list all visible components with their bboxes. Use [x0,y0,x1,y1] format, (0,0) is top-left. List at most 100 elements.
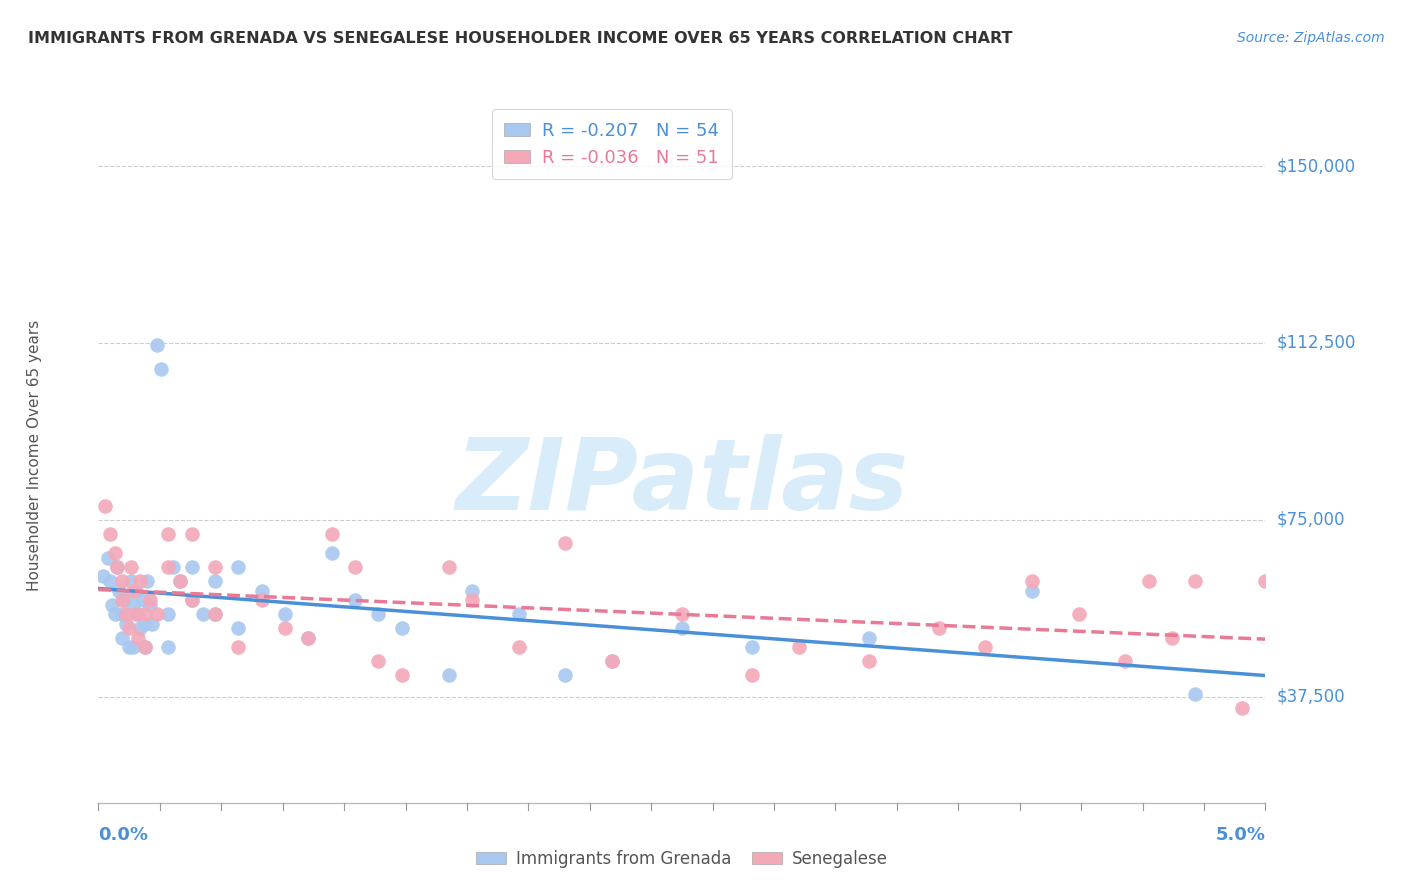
Point [129,574,152,588]
Point [125,607,148,621]
Text: 5.0%: 5.0% [1215,826,1265,845]
Point [297,631,319,645]
Point [1230,701,1253,715]
Point [157,640,180,654]
Point [136,574,159,588]
Point [112,593,135,607]
Point [204,607,226,621]
Point [146,338,169,352]
Point [321,546,343,560]
Text: $112,500: $112,500 [1277,334,1355,351]
Point [787,640,810,654]
Point [228,621,250,635]
Point [1137,574,1160,588]
Text: Householder Income Over 65 years: Householder Income Over 65 years [27,319,42,591]
Point [367,607,389,621]
Point [120,574,142,588]
Point [101,598,124,612]
Point [105,560,128,574]
Point [91,569,114,583]
Text: $37,500: $37,500 [1277,688,1346,706]
Point [671,621,693,635]
Text: Source: ZipAtlas.com: Source: ZipAtlas.com [1237,31,1385,45]
Point [391,621,413,635]
Text: IMMIGRANTS FROM GRENADA VS SENEGALESE HOUSEHOLDER INCOME OVER 65 YEARS CORRELATI: IMMIGRANTS FROM GRENADA VS SENEGALESE HO… [28,31,1012,46]
Point [118,621,141,635]
Point [134,640,156,654]
Point [297,631,319,645]
Point [134,640,156,654]
Point [150,361,173,376]
Point [204,607,226,621]
Point [1021,574,1043,588]
Point [1161,631,1184,645]
Point [741,668,763,682]
Point [228,560,250,574]
Point [134,607,156,621]
Point [437,560,460,574]
Point [125,583,148,598]
Point [111,631,134,645]
Point [115,616,138,631]
Point [127,631,149,645]
Point [141,616,163,631]
Point [193,607,215,621]
Text: $150,000: $150,000 [1277,157,1355,175]
Text: $75,000: $75,000 [1277,511,1346,529]
Point [129,621,152,635]
Point [122,640,145,654]
Point [671,607,693,621]
Point [105,560,128,574]
Point [162,560,184,574]
Point [1184,574,1206,588]
Point [461,583,484,598]
Point [134,616,156,631]
Point [1067,607,1090,621]
Point [127,607,149,621]
Point [122,583,145,598]
Point [204,574,226,588]
Point [169,574,191,588]
Point [274,621,297,635]
Point [1114,654,1136,668]
Point [122,598,145,612]
Point [111,593,134,607]
Point [367,654,389,668]
Point [104,607,127,621]
Point [228,640,250,654]
Point [169,574,191,588]
Point [858,654,880,668]
Point [180,593,202,607]
Point [250,593,273,607]
Point [94,499,117,513]
Point [157,527,180,541]
Point [858,631,880,645]
Point [554,536,576,550]
Point [1021,583,1043,598]
Point [600,654,623,668]
Legend: Immigrants from Grenada, Senegalese: Immigrants from Grenada, Senegalese [470,843,894,874]
Point [180,593,202,607]
Point [250,583,273,598]
Point [1184,687,1206,701]
Text: 0.0%: 0.0% [98,826,149,845]
Point [554,668,576,682]
Point [1254,574,1277,588]
Point [139,593,162,607]
Point [118,640,141,654]
Point [600,654,623,668]
Point [108,583,131,598]
Point [146,607,169,621]
Point [508,607,530,621]
Point [508,640,530,654]
Point [132,593,155,607]
Point [204,560,226,574]
Point [180,527,202,541]
Point [97,550,120,565]
Text: ZIPatlas: ZIPatlas [456,434,908,532]
Point [111,574,134,588]
Point [321,527,343,541]
Point [111,607,134,621]
Point [274,607,297,621]
Point [391,668,413,682]
